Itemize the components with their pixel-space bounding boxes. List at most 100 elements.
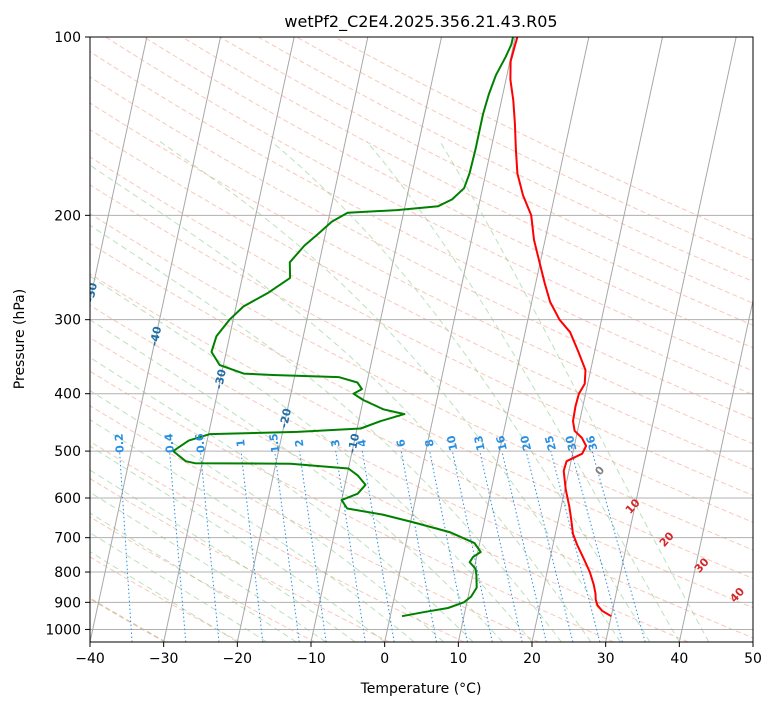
y-tick-label: 700 (54, 531, 81, 547)
mixing-ratio-line (501, 450, 547, 642)
mixing-ratio-line (591, 450, 646, 642)
mixing-ratio-label: 20 (518, 434, 534, 452)
x-tick-label: 50 (744, 651, 762, 667)
isotherm-line (678, 298, 753, 642)
mixing-ratio-label: 0.6 (193, 432, 208, 453)
x-tick-label: −30 (149, 651, 179, 667)
y-tick-label: 300 (54, 313, 81, 329)
mixing-ratio-label: 16 (494, 434, 510, 452)
mixing-ratio-line (335, 451, 366, 642)
dry-adiabat-line (90, 273, 753, 609)
mixing-ratio-line (570, 450, 623, 642)
mixing-ratio-label: 1 (234, 439, 248, 448)
dry-adiabat-line (90, 478, 390, 642)
mixing-ratio-lines (119, 450, 646, 642)
x-tick-label: 20 (523, 651, 541, 667)
mixing-ratio-label: 0.4 (162, 433, 177, 454)
x-tick-label: 0 (380, 651, 389, 667)
mixing-ratio-label: 4 (355, 438, 369, 448)
mixing-ratio-label: 8 (423, 438, 437, 448)
dry-adiabat-line (90, 76, 753, 420)
mixing-ratio-line (361, 451, 395, 642)
mixing-ratio-line (479, 450, 523, 642)
moist-adiabat-line (90, 551, 238, 642)
isotherm-line (605, 37, 737, 642)
y-tick-label: 500 (54, 444, 81, 460)
moist-adiabat-line (90, 512, 297, 642)
y-tick-label: 200 (54, 208, 81, 224)
mixing-ratio-line (550, 450, 601, 642)
y-tick-label: 600 (54, 491, 81, 507)
mixing-ratio-label: 30 (563, 434, 580, 452)
y-tick-label: 100 (54, 30, 81, 46)
y-tick-label: 800 (54, 565, 81, 581)
isotherm-line (236, 37, 369, 642)
mixing-ratio-label: 1.5 (267, 433, 282, 454)
x-tick-label: 10 (449, 651, 467, 667)
isotherm-label: -30 (212, 368, 229, 391)
moist-adiabat-line (90, 356, 474, 642)
moist-adiabat-line (90, 532, 268, 642)
mixing-ratio-label: 36 (584, 434, 601, 453)
dry-adiabat-line (90, 597, 166, 642)
sounding-curves (172, 37, 612, 618)
isotherm-label: -40 (147, 325, 164, 348)
x-tick-label: −20 (223, 651, 253, 667)
plot-area: 0.10.20.40.611.52346810131620253036-100-… (83, 37, 753, 642)
mixing-ratio-line (299, 451, 327, 642)
mixing-ratio-line (451, 451, 493, 642)
mixing-ratio-line (274, 451, 300, 642)
chart-title: wetPf2_C2E4.2025.356.21.43.R05 (284, 12, 557, 32)
isotherm-line (310, 37, 442, 642)
mixing-ratio-line (429, 451, 468, 642)
isotherm-label: -20 (277, 407, 294, 430)
x-tick-label: 40 (670, 651, 688, 667)
dry-adiabat-line (90, 405, 540, 642)
dewpoint-profile-line (172, 37, 514, 618)
dry-adiabat-line (90, 337, 689, 642)
isotherm-line (457, 37, 590, 642)
mixing-ratio-label: 3 (329, 438, 343, 448)
mixing-ratio-line (240, 451, 264, 642)
isotherm-line (90, 37, 221, 642)
dry-adiabat-line (90, 102, 753, 445)
isotherm-label: -50 (83, 281, 100, 304)
dry-adiabat-line (90, 156, 753, 497)
y-axis: 100 200 300 400 500 600 700 800 900 1000 (45, 30, 90, 638)
dry-adiabat-line (90, 370, 614, 642)
dry-adiabat-line (90, 516, 315, 642)
isotherm-line (90, 37, 148, 303)
y-tick-label: 900 (54, 595, 81, 611)
isotherm-line (384, 37, 516, 642)
mixing-ratio-label: 13 (472, 434, 488, 452)
moist-adiabat-line (90, 491, 326, 642)
moist-adiabat-line (90, 419, 415, 642)
mixing-ratio-label: 2 (293, 438, 307, 447)
y-axis-label: Pressure (hPa) (12, 289, 28, 389)
mixing-ratio-label: 6 (394, 438, 408, 448)
x-tick-label: −40 (75, 651, 105, 667)
y-tick-label: 1000 (45, 622, 81, 638)
dry-adiabat-line (105, 37, 753, 372)
mixing-ratio-label: 0.2 (112, 433, 126, 453)
isotherm-gridlines (90, 37, 753, 642)
dry-adiabat-line (90, 51, 753, 396)
mixing-ratio-label: 25 (543, 434, 559, 452)
moist-adiabat-line (90, 389, 444, 642)
plot-frame (89, 36, 754, 643)
x-axis: −40 −30 −20 −10 0 10 20 30 40 50 (75, 642, 762, 667)
temperature-profile-line (509, 37, 612, 618)
dry-adiabats (90, 37, 753, 642)
x-tick-label: 30 (597, 651, 615, 667)
y-tick-label: 400 (54, 387, 81, 403)
isotherm-line (163, 37, 295, 642)
mixing-ratio-line (525, 450, 574, 642)
dry-adiabat-line (90, 213, 753, 551)
isotherm-line (531, 37, 663, 642)
x-axis-label: Temperature (°C) (360, 681, 482, 697)
isobar-gridlines (90, 37, 753, 630)
mixing-ratio-label: 10 (444, 434, 460, 452)
x-tick-label: −10 (296, 651, 326, 667)
isotherm-label: -10 (345, 432, 362, 455)
